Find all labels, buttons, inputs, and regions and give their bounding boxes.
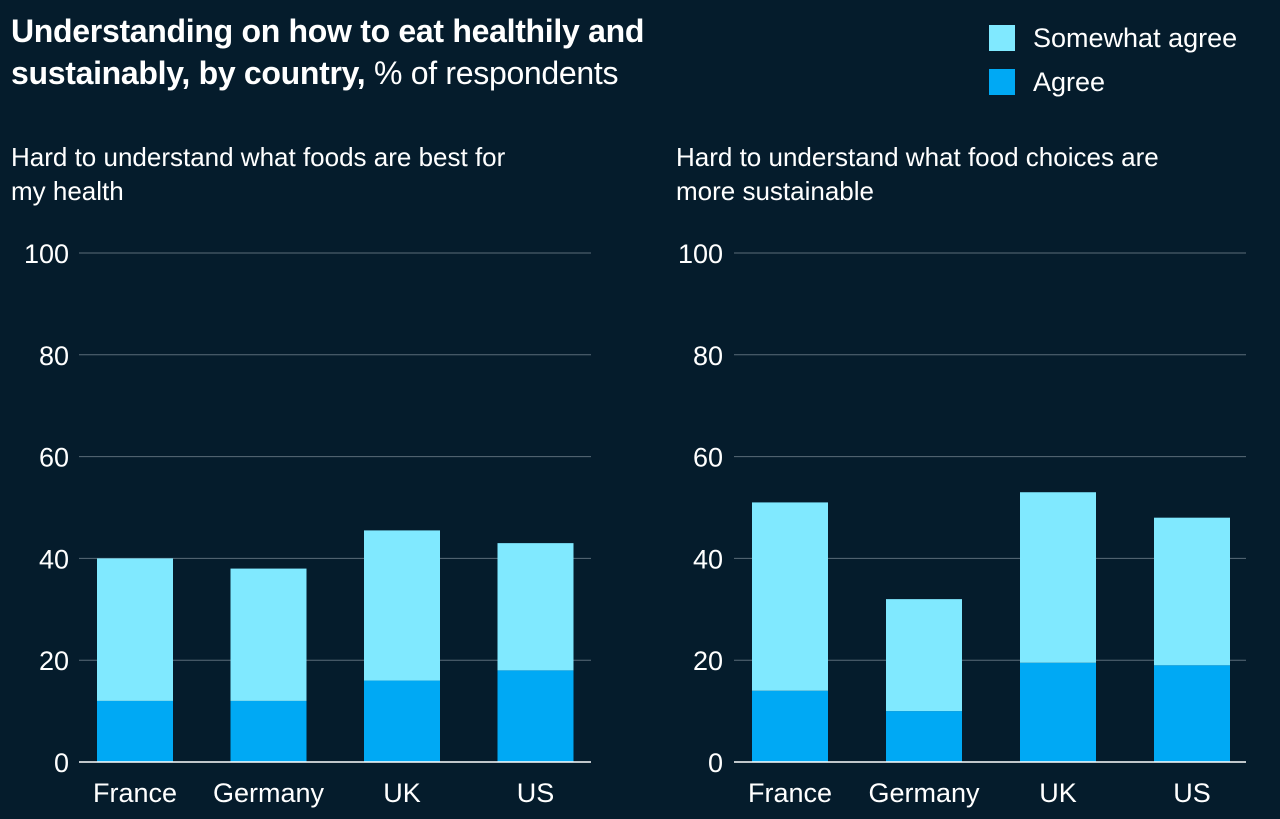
panel-2-x-tick-label: Germany (868, 778, 980, 808)
panel-1-bar-agree-uk (364, 680, 440, 762)
chart-title-unit: % of respondents (365, 55, 619, 91)
panel-2-title: Hard to understand what food choices are… (676, 142, 1159, 206)
panel-1-bar-somewhat-agree-uk (364, 530, 440, 681)
panel-1-bar-somewhat-agree-germany (230, 568, 307, 701)
chart-title-main: Understanding on how to eat healthily an… (11, 13, 645, 91)
panel-1-bar-somewhat-agree-us (497, 543, 574, 671)
panel-1-bar-somewhat-agree-france (97, 558, 173, 701)
legend-swatch-somewhat-agree (989, 25, 1015, 51)
panel-2-y-tick-label: 0 (708, 748, 723, 778)
panel-2-y-tick-label: 100 (678, 239, 723, 269)
panel-2-bar-somewhat-agree-uk (1020, 492, 1096, 663)
panel-1-y-tick-label: 40 (39, 544, 69, 574)
legend-item-agree: Agree (989, 60, 1237, 104)
legend-label-agree: Agree (1033, 66, 1106, 97)
panel-2-bar-agree-france (752, 690, 828, 762)
legend-swatch-agree (989, 69, 1015, 95)
panel-1-y-tick-label: 100 (24, 239, 69, 269)
panel-1-x-tick-label: Germany (213, 778, 325, 808)
panel-1-title: Hard to understand what foods are best f… (11, 142, 506, 206)
panel-1-x-tick-label: UK (383, 778, 421, 808)
panel-1-y-tick-label: 80 (39, 341, 69, 371)
panel-2-y-tick-label: 20 (693, 646, 723, 676)
panel-2-y-tick-label: 60 (693, 443, 723, 473)
panel-2-x-tick-label: France (748, 778, 832, 808)
panel-2-y-tick-label: 80 (693, 341, 723, 371)
legend: Somewhat agree Agree (989, 16, 1237, 104)
panel-2-bar-agree-uk (1020, 662, 1096, 762)
panel-1-bar-agree-france (97, 700, 173, 762)
panel-2-bar-somewhat-agree-us (1154, 517, 1230, 666)
panel-1-x-tick-label: France (93, 778, 177, 808)
panel-1-y-tick-label: 60 (39, 443, 69, 473)
panel-2-bar-somewhat-agree-germany (886, 599, 962, 712)
panel-1-bar-agree-us (497, 670, 574, 762)
chart-title: Understanding on how to eat healthily an… (11, 10, 771, 94)
panel-2-x-tick-label: US (1173, 778, 1211, 808)
panel-2-y-tick-label: 40 (693, 544, 723, 574)
panel-2-bar-somewhat-agree-france (752, 502, 828, 691)
legend-label-somewhat-agree: Somewhat agree (1033, 22, 1238, 53)
panel-1-y-tick-label: 0 (54, 748, 69, 778)
panel-2-x-tick-label: UK (1039, 778, 1077, 808)
panel-1-x-tick-label: US (517, 778, 555, 808)
panel-1-y-tick-label: 20 (39, 646, 69, 676)
panel-1-bar-agree-germany (230, 700, 307, 762)
panel-2-bar-agree-germany (886, 711, 962, 762)
legend-item-somewhat-agree: Somewhat agree (989, 16, 1237, 60)
panel-2-bar-agree-us (1154, 665, 1230, 762)
